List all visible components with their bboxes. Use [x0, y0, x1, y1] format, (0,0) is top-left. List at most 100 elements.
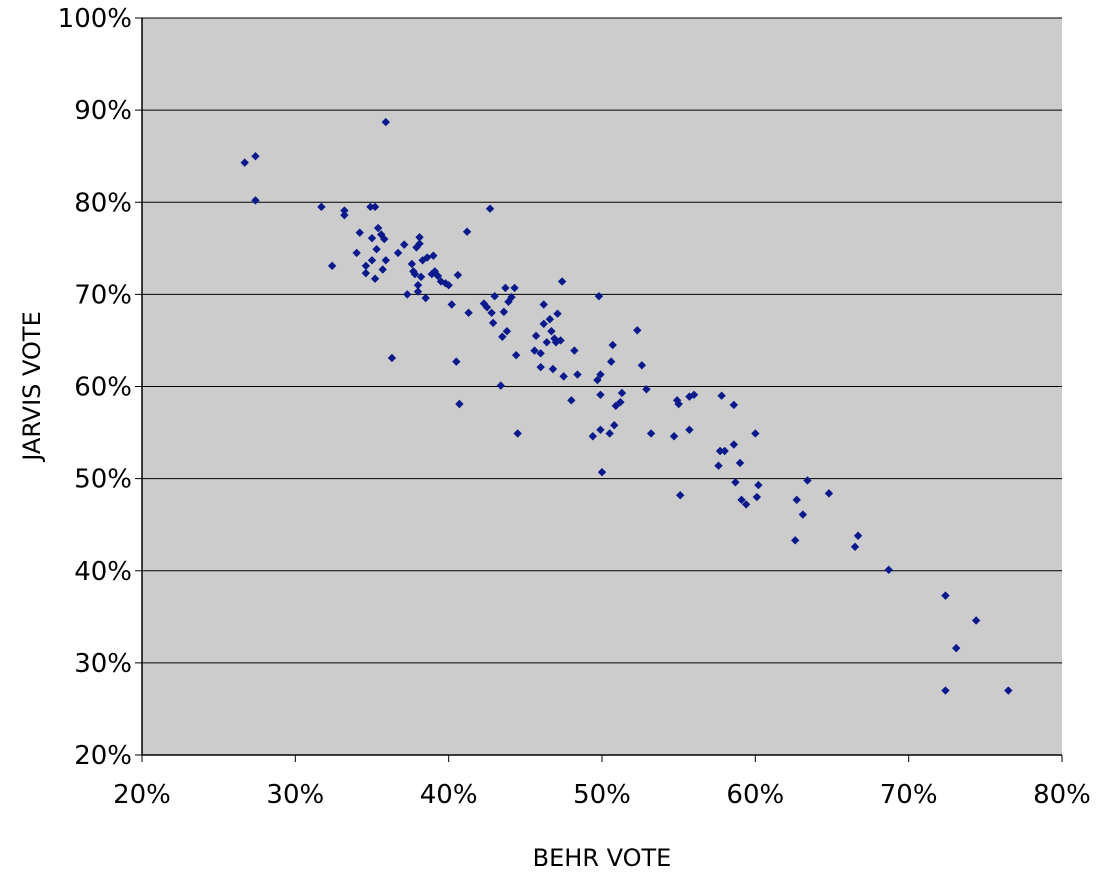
data-point: [539, 319, 548, 329]
x-tick-label: 30%: [266, 780, 324, 810]
data-point: [714, 461, 723, 470]
data-point: [413, 287, 423, 296]
data-point: [361, 268, 371, 278]
data-point: [488, 318, 498, 328]
data-point: [548, 364, 558, 374]
data-point: [752, 492, 762, 502]
data-point: [452, 357, 461, 366]
gridlines: [142, 17, 1062, 664]
data-point: [689, 390, 699, 399]
data-point: [824, 489, 834, 498]
data-point: [393, 248, 403, 258]
x-tick-label: 50%: [573, 780, 631, 810]
y-tick-label: 20%: [74, 741, 132, 771]
data-points: [240, 117, 1013, 695]
data-point: [340, 206, 349, 215]
data-point: [803, 476, 812, 485]
data-point: [646, 429, 656, 438]
data-point: [413, 280, 423, 290]
data-point: [674, 399, 683, 409]
data-point: [530, 346, 539, 355]
data-point: [617, 388, 627, 398]
data-point: [557, 277, 567, 286]
data-point: [729, 400, 739, 410]
data-point: [487, 308, 496, 317]
data-point: [596, 390, 605, 399]
data-point: [327, 261, 337, 271]
y-tick-label: 70%: [74, 280, 132, 310]
data-point: [490, 292, 499, 301]
data-point: [596, 370, 605, 379]
y-axis-ticks: 20% 30% 40% 50% 60% 70% 80% 90% 100%: [58, 4, 132, 771]
data-point: [496, 381, 505, 390]
data-point: [407, 259, 417, 269]
data-point: [633, 326, 642, 335]
data-point: [513, 429, 522, 438]
x-tick-label: 40%: [420, 780, 478, 810]
y-tick-label: 40%: [74, 557, 132, 587]
data-point: [485, 204, 495, 213]
data-point: [415, 233, 424, 242]
data-point: [498, 332, 507, 341]
data-point: [798, 510, 808, 519]
data-point: [367, 256, 377, 265]
data-point: [556, 336, 565, 345]
y-tick-label: 90%: [74, 96, 132, 126]
data-point: [573, 370, 582, 379]
data-point: [941, 686, 950, 695]
data-point: [240, 158, 249, 167]
y-tick-label: 100%: [58, 4, 132, 34]
data-point: [792, 495, 801, 505]
data-point: [741, 500, 751, 509]
data-point: [464, 308, 473, 317]
data-point: [421, 293, 430, 303]
data-point: [715, 446, 725, 456]
y-tick-label: 80%: [74, 188, 132, 218]
data-point: [642, 385, 651, 394]
data-point: [610, 420, 619, 430]
data-point: [482, 303, 492, 312]
data-point: [361, 261, 371, 271]
data-point: [1004, 686, 1013, 695]
data-point: [511, 350, 521, 360]
data-point: [588, 432, 597, 441]
data-point: [317, 202, 326, 212]
data-point: [499, 307, 509, 317]
x-tick-label: 70%: [880, 780, 938, 810]
data-point: [355, 228, 364, 237]
data-point: [971, 616, 981, 625]
data-point: [597, 467, 607, 477]
data-point: [685, 425, 694, 434]
data-point: [553, 309, 562, 318]
data-point: [567, 396, 576, 405]
data-point: [605, 429, 614, 438]
data-point: [536, 349, 545, 358]
data-point: [594, 292, 604, 301]
data-point: [547, 327, 556, 336]
data-point: [616, 397, 625, 407]
data-point: [367, 233, 377, 243]
y-tick-label: 50%: [74, 465, 132, 495]
data-point: [370, 274, 380, 283]
data-point: [731, 478, 740, 487]
data-point: [366, 202, 375, 212]
data-point: [416, 272, 426, 282]
data-point: [676, 491, 685, 500]
data-point: [444, 280, 453, 290]
data-point: [596, 425, 605, 434]
data-point: [570, 346, 579, 355]
data-point: [853, 531, 863, 540]
axes: [135, 17, 1063, 762]
data-point: [754, 480, 763, 490]
data-point: [378, 265, 387, 274]
data-point: [433, 271, 443, 281]
data-point: [536, 362, 545, 372]
data-point: [387, 353, 397, 363]
data-point: [559, 372, 568, 381]
x-tick-label: 20%: [113, 780, 171, 810]
data-point: [462, 227, 472, 236]
data-point: [381, 256, 390, 265]
data-point: [501, 283, 510, 293]
data-point: [637, 361, 647, 370]
